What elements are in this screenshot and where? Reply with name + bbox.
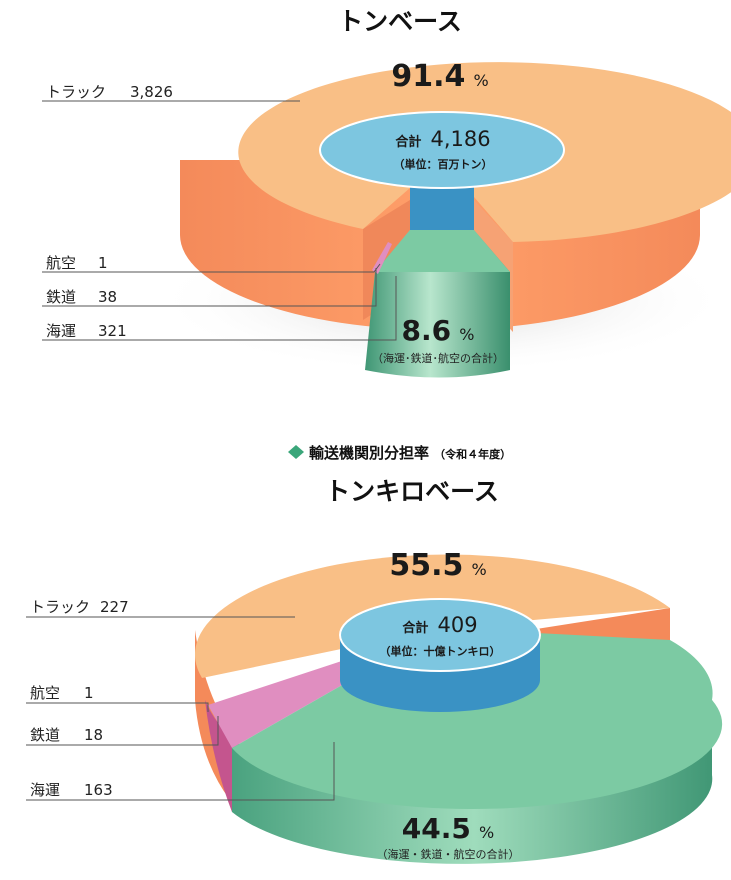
callout-sea: 海運 321	[42, 276, 397, 341]
callout-rail: 鉄道 38	[42, 268, 377, 307]
callout-sea: 海運 163	[26, 742, 335, 801]
others-caption: （海運･鉄道･航空の合計）	[372, 351, 504, 365]
section-title-text: 輸送機関別分担率	[309, 444, 429, 462]
percent-sign: %	[459, 325, 474, 344]
section-title: 輸送機関別分担率 （令和４年度）	[288, 443, 511, 462]
total-readout: 合計 4,186	[395, 127, 490, 151]
percent-value: 91.4	[391, 59, 465, 94]
callout-name: 海運	[30, 781, 60, 799]
callout-name: 航空	[46, 254, 76, 272]
callout-name: 航空	[30, 684, 60, 702]
callout-value: 3,826	[130, 83, 173, 101]
total-label: 合計	[395, 134, 421, 150]
callout-truck: トラック 3,826	[42, 83, 300, 102]
callout-name: トラック	[46, 83, 106, 101]
callout-truck: トラック 227	[26, 598, 295, 618]
slice-side-sea	[232, 700, 716, 864]
chart-tonkm-basis: トンキロベース 合計 409 （単位：十億トンキロ） 55.5 % 44.5 %	[26, 477, 723, 864]
percent-others: 8.6 %	[402, 314, 475, 347]
total-value: 409	[438, 613, 478, 637]
percent-value: 44.5	[402, 812, 471, 845]
callout-name: トラック	[30, 598, 90, 616]
percent-truck: 55.5 %	[389, 548, 486, 583]
percent-sign: %	[471, 560, 486, 579]
callout-name: 鉄道	[30, 726, 60, 744]
total-label: 合計	[402, 620, 428, 636]
percent-sign: %	[479, 823, 494, 842]
chart-title: トンベース	[338, 7, 462, 36]
percent-others: 44.5 %	[402, 812, 494, 845]
percent-value: 8.6	[402, 314, 452, 347]
callout-air: 航空 1	[26, 684, 209, 712]
callout-value: 163	[84, 781, 113, 799]
callout-value: 321	[98, 322, 127, 340]
diamond-bullet-icon	[288, 445, 304, 459]
callout-value: 38	[98, 288, 117, 306]
section-title-note: （令和４年度）	[434, 447, 511, 461]
slice-side-rail	[205, 700, 240, 812]
svg-text:輸送機関別分担率 （令和４年度）: 輸送機関別分担率 （令和４年度）	[309, 443, 511, 462]
total-value: 4,186	[430, 127, 490, 151]
unit-label: （単位：十億トンキロ）	[380, 644, 501, 658]
slice-top-sea	[232, 628, 723, 810]
callout-value: 18	[84, 726, 103, 744]
others-caption: （海運・鉄道・航空の合計）	[377, 847, 520, 861]
total-disc	[319, 111, 565, 189]
callout-value: 227	[100, 598, 129, 616]
percent-sign: %	[473, 71, 488, 90]
callout-name: 鉄道	[46, 288, 76, 306]
callout-rail: 鉄道 18	[26, 716, 219, 746]
slice-top-sea	[375, 230, 510, 272]
total-disc	[339, 598, 541, 672]
percent-truck: 91.4 %	[391, 59, 488, 94]
total-readout: 合計 409	[402, 613, 477, 637]
callout-air: 航空 1	[42, 254, 381, 273]
chart-ton-basis: トンベース 合計 4,186 （単位：百万トン） 91.4 % 8.6 % （海…	[42, 7, 731, 378]
callout-value: 1	[84, 684, 94, 702]
slice-top-rail-air	[372, 242, 392, 274]
callout-value: 1	[98, 254, 108, 272]
unit-label: （単位：百万トン）	[394, 157, 493, 171]
chart-title: トンキロベース	[325, 477, 499, 506]
callout-name: 海運	[46, 322, 76, 340]
percent-value: 55.5	[389, 548, 463, 583]
